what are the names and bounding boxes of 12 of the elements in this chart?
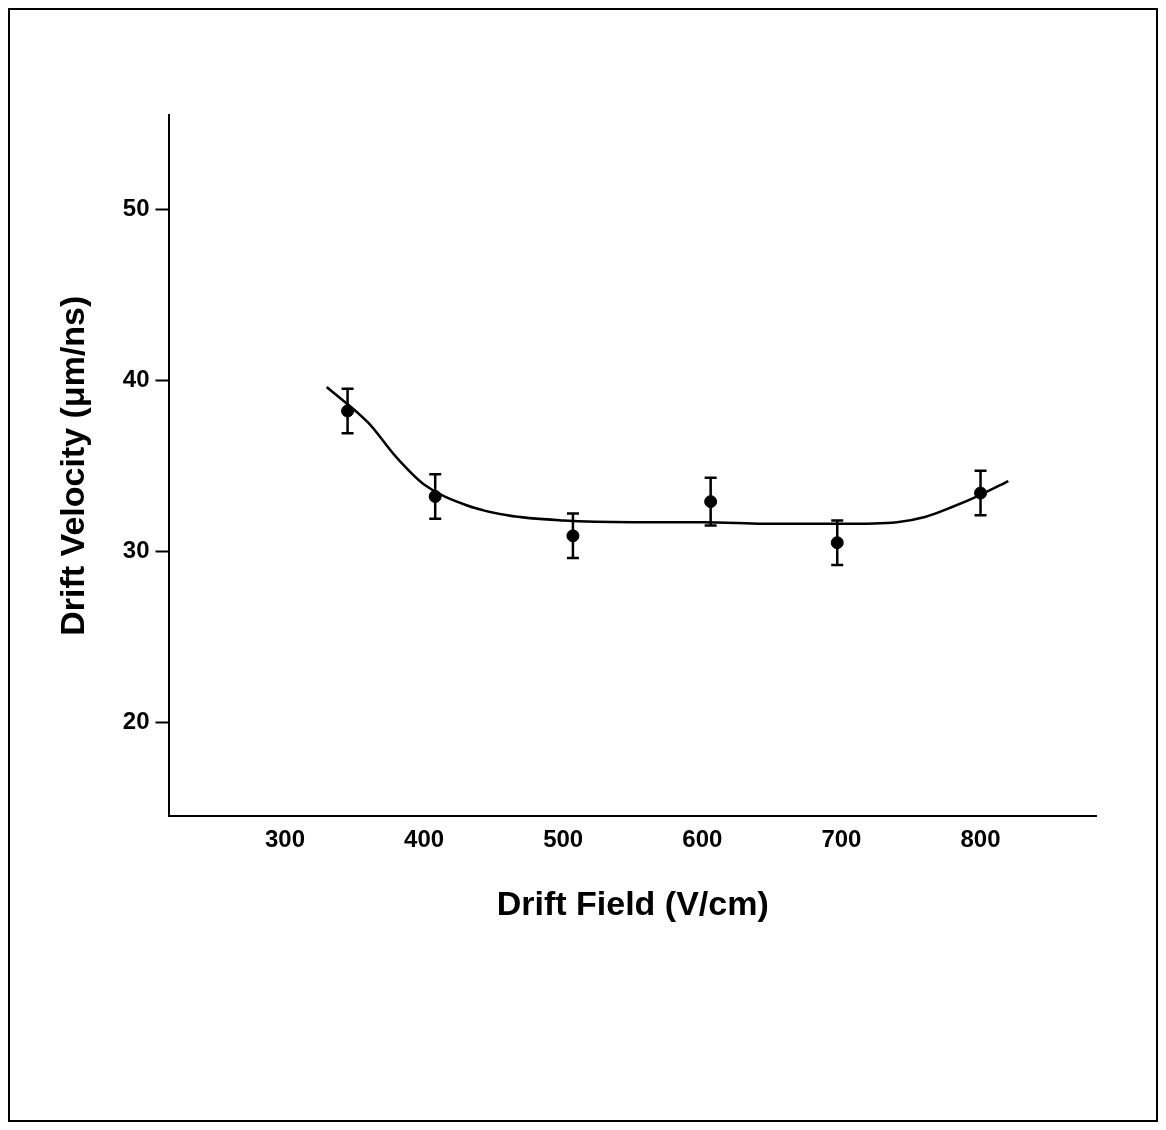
x-tick-label: 300 — [264, 825, 305, 853]
x-tick-label: 800 — [960, 825, 1001, 853]
y-tick-label: 20 — [122, 706, 150, 734]
x-tick-label: 500 — [543, 825, 584, 853]
y-tick-label: 30 — [122, 535, 150, 563]
x-axis-title: Drift Field (V/cm) — [496, 883, 769, 922]
x-tick-label: 600 — [682, 825, 723, 853]
x-tick-label: 400 — [404, 825, 445, 853]
y-tick-label: 40 — [122, 364, 150, 392]
x-tick-label: 700 — [821, 825, 862, 853]
y-tick-label: 50 — [122, 193, 150, 221]
y-axis-title: Drift Velocity (μm/ns) — [52, 295, 91, 636]
